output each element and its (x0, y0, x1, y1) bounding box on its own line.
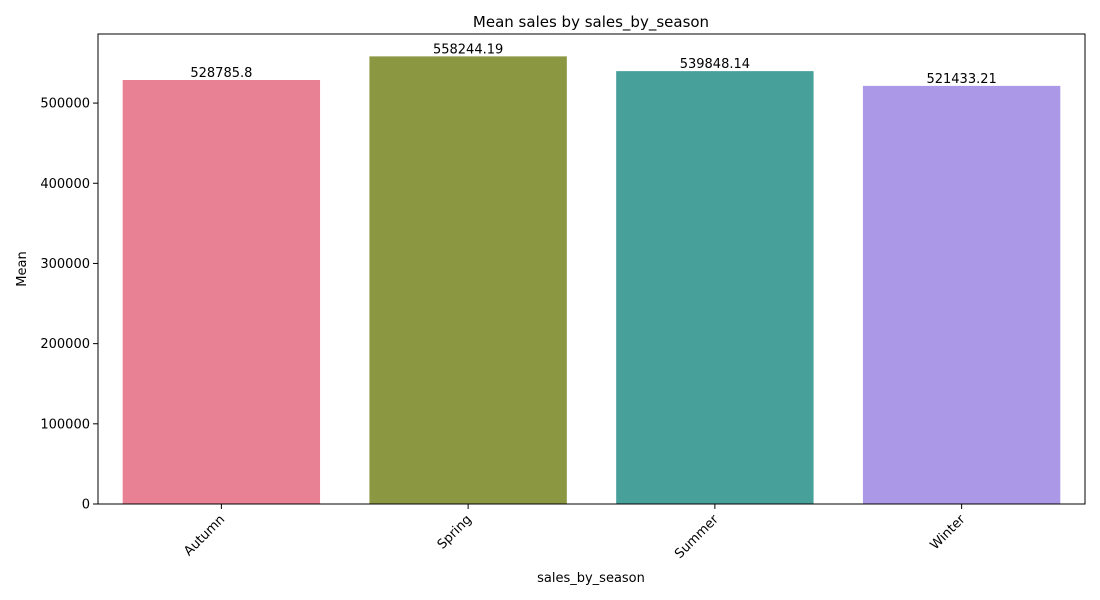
x-tick-label-autumn: Autumn (181, 512, 228, 559)
bar-autumn (122, 80, 321, 505)
bar-winter (862, 85, 1061, 504)
bar-summer (616, 71, 814, 504)
data-label-summer: 539848.14 (680, 57, 750, 72)
y-tick-label: 200000 (40, 337, 90, 352)
y-axis-label: Mean (15, 251, 30, 286)
plot-area: 528785.8 558244.19 539848.14 521433.21 0 1000… (40, 33, 1086, 562)
x-axis-label: sales_by_season (537, 571, 645, 586)
y-tick-label: 300000 (40, 257, 90, 272)
chart-title: Mean sales by sales_by_season (473, 13, 709, 32)
data-label-spring: 558244.19 (433, 42, 503, 57)
x-tick-label-winter: Winter (928, 512, 969, 553)
x-tick-label-spring: Spring (435, 512, 475, 552)
y-tick-label: 0 (82, 498, 90, 513)
y-tick-label: 500000 (40, 97, 90, 112)
data-label-autumn: 528785.8 (190, 66, 252, 81)
y-tick-label: 400000 (40, 177, 90, 192)
data-label-winter: 521433.21 (926, 72, 996, 87)
x-tick-label-summer: Summer (672, 512, 722, 562)
plot-frame (97, 33, 1086, 505)
y-tick-label: 100000 (40, 417, 90, 432)
bar-spring (369, 56, 567, 504)
